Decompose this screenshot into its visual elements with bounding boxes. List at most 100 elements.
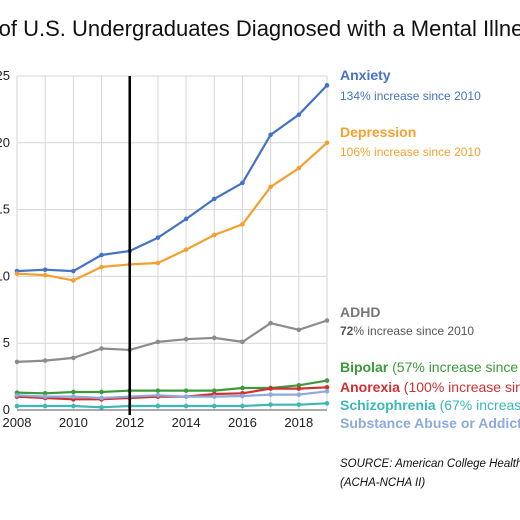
y-tick-label: 0 — [3, 402, 10, 417]
data-point — [155, 388, 161, 393]
data-point — [155, 393, 161, 398]
data-point — [155, 260, 161, 266]
data-point — [155, 235, 161, 240]
data-point — [240, 180, 245, 186]
series-name: Substance Abuse or Addiction — [340, 415, 520, 431]
data-point — [71, 355, 76, 361]
series-lines — [14, 83, 330, 410]
series-label: Anorexia (100% increase since 2010) — [340, 379, 520, 395]
y-tick-label: 10 — [0, 268, 10, 283]
data-point — [42, 403, 48, 409]
data-point — [42, 358, 48, 363]
data-point — [99, 389, 104, 395]
series-line — [17, 402, 328, 409]
y-tick-label: 5 — [3, 335, 10, 350]
data-point — [296, 402, 302, 407]
data-point — [296, 382, 302, 388]
data-point — [14, 403, 20, 409]
data-point — [71, 278, 76, 283]
series-note: 134% increase since 2010 — [340, 89, 481, 103]
x-tick-label: 2016 — [228, 415, 257, 430]
data-point — [71, 394, 76, 399]
source-line-2: (ACHA-NCHA II) — [340, 477, 425, 489]
series-line — [16, 319, 328, 363]
data-point — [324, 140, 330, 146]
data-point — [99, 346, 104, 351]
data-point — [14, 359, 20, 365]
data-point — [183, 336, 189, 342]
x-tick-label: 2014 — [172, 415, 201, 430]
data-point — [42, 272, 48, 278]
data-point — [240, 385, 245, 391]
series-note: (57% increase since 2010) — [388, 359, 520, 375]
x-tick-label: 2008 — [3, 415, 32, 430]
series-label: Substance Abuse or Addiction — [340, 415, 520, 431]
data-point — [42, 267, 48, 273]
data-point — [324, 83, 330, 88]
series-name: Depression — [340, 124, 416, 140]
data-point — [99, 264, 104, 270]
data-point — [71, 268, 76, 274]
series-labels: Anxiety 134% increase since 2010 Depressio… — [340, 67, 520, 431]
data-point — [240, 339, 245, 345]
data-point — [211, 335, 217, 341]
chart-title: % of U.S. Undergraduates Diagnosed with … — [0, 16, 520, 41]
series-line — [16, 141, 328, 282]
data-point — [268, 132, 273, 138]
data-point — [99, 395, 104, 401]
data-point — [268, 320, 273, 326]
data-point — [324, 384, 330, 390]
source-line-1: SOURCE: American College Health Associat… — [340, 458, 520, 470]
data-point — [183, 394, 189, 399]
data-point — [324, 318, 330, 323]
data-point — [183, 247, 189, 252]
data-point — [268, 402, 273, 407]
data-point — [268, 392, 273, 397]
data-point — [240, 403, 245, 409]
series-name: Anorexia — [340, 379, 400, 395]
y-tick-label: 15 — [0, 202, 10, 217]
x-tick-label: 2012 — [115, 415, 144, 430]
data-point — [99, 405, 104, 410]
data-point — [268, 386, 273, 391]
data-point — [183, 388, 189, 393]
data-point — [296, 392, 302, 397]
axes: 0 5 10 15 20 25 2008 2010 2012 2014 2016 2018 — [0, 68, 327, 430]
data-point — [211, 403, 217, 409]
series-name: Anxiety — [340, 67, 391, 83]
data-point — [296, 165, 302, 171]
y-tick-label: 20 — [0, 135, 10, 150]
data-point — [324, 388, 330, 394]
data-point — [324, 378, 330, 383]
series-name: ADHD — [340, 304, 380, 320]
data-point — [211, 232, 217, 238]
series-label: Schizophrenia (67% increase since 2010) — [340, 397, 520, 413]
data-point — [211, 388, 217, 393]
series-note: (67% increase since 2010) — [436, 397, 520, 413]
data-point — [155, 403, 161, 409]
data-point — [324, 401, 330, 406]
data-point — [183, 403, 189, 409]
data-point — [99, 252, 104, 258]
series-note: 72% increase since 2010 — [340, 324, 474, 338]
series-label: Bipolar (57% increase since 2010) — [340, 359, 520, 375]
data-point — [14, 393, 20, 398]
series-note: (100% increase since 2010) — [400, 379, 520, 395]
series-note: 106% increase since 2010 — [340, 145, 481, 159]
data-point — [42, 394, 48, 399]
data-point — [183, 216, 189, 222]
data-point — [42, 391, 48, 396]
data-point — [211, 196, 217, 202]
y-tick-label: 25 — [0, 68, 10, 83]
data-point — [296, 112, 302, 118]
data-point — [14, 271, 20, 277]
data-point — [268, 184, 273, 190]
series-line — [16, 379, 328, 395]
series-name: Bipolar — [340, 359, 389, 375]
data-point — [71, 389, 76, 395]
series-name: Schizophrenia — [340, 397, 436, 413]
data-point — [211, 394, 217, 399]
data-point — [296, 386, 302, 391]
